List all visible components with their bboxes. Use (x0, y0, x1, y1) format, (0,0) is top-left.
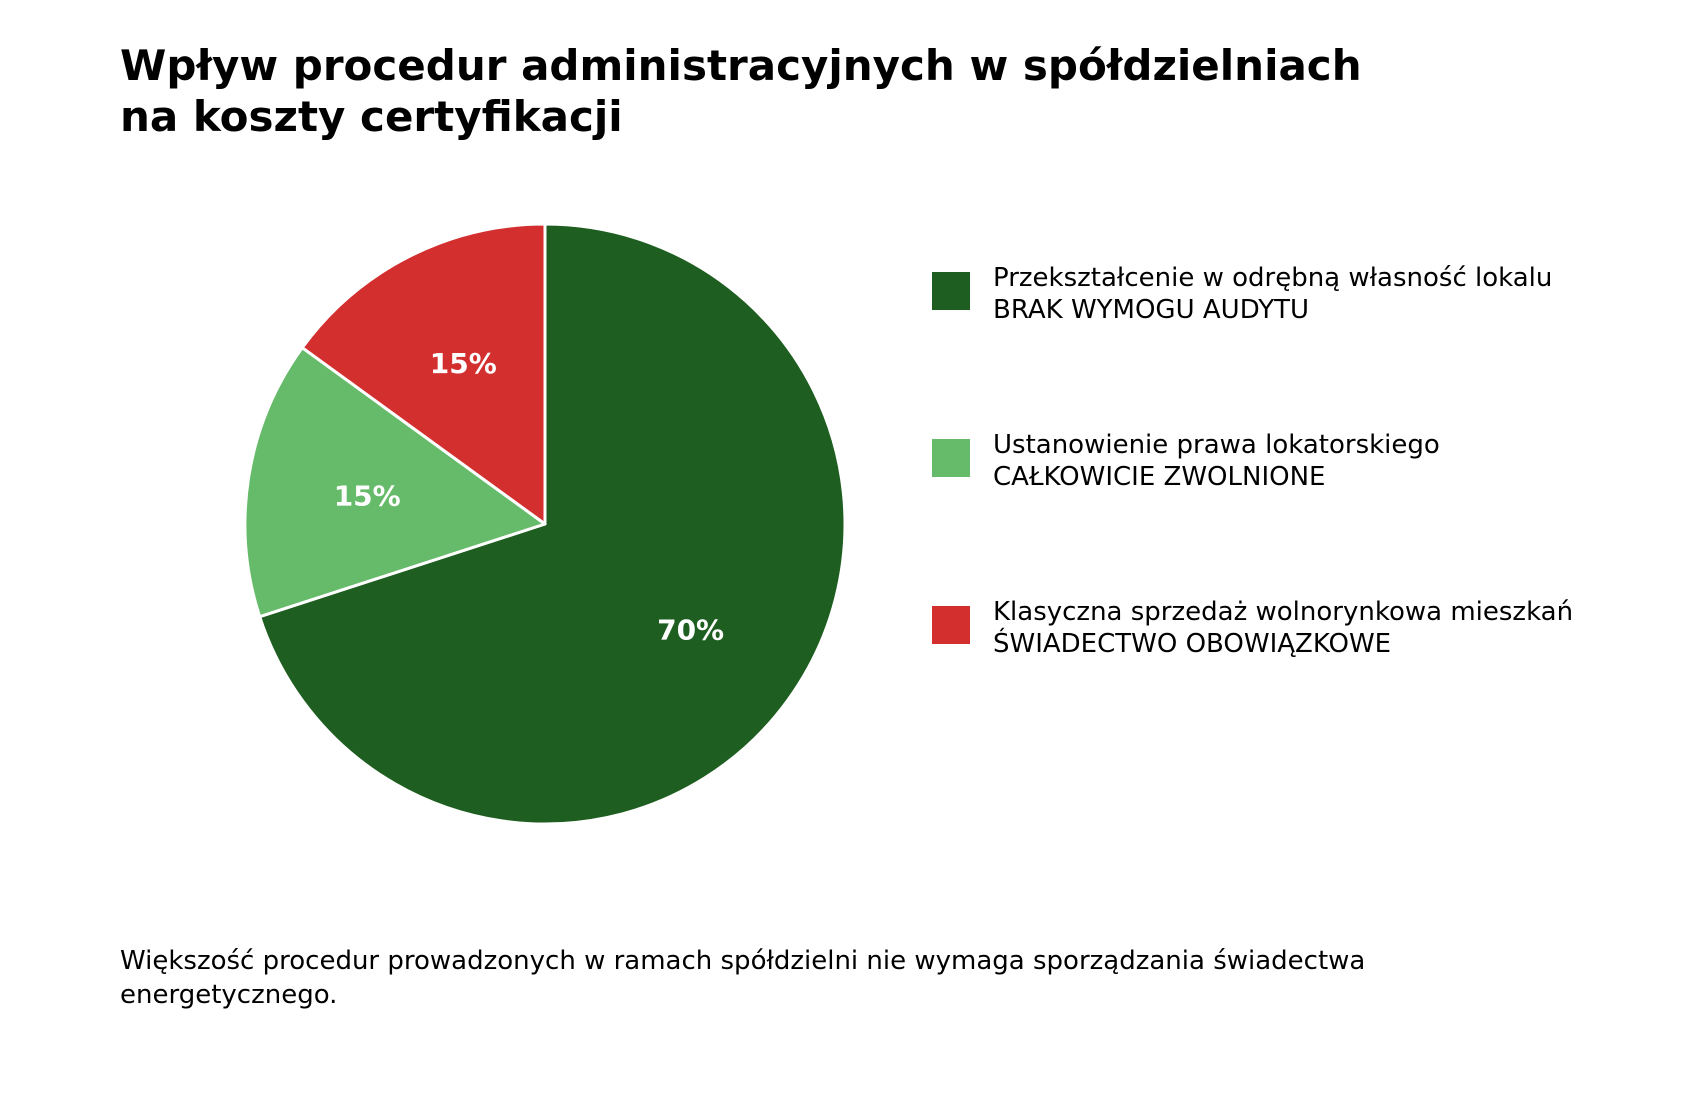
legend-item: Klasyczna sprzedaż wolnorynkowa mieszkań… (932, 596, 1652, 763)
chart-title: Wpływ procedur administracyjnych w spółd… (120, 40, 1520, 142)
legend-label: Przekształcenie w odrębną własność lokal… (993, 262, 1552, 326)
legend-label-line-1: Ustanowienie prawa lokatorskiego (993, 430, 1440, 460)
pie-slices (243, 222, 847, 826)
pie-slice-label-1: 70% (657, 613, 724, 646)
pie-labels: 70% 15% 15% (334, 347, 724, 646)
legend-item: Ustanowienie prawa lokatorskiego CAŁKOWI… (932, 429, 1652, 596)
pie-slice-label-3: 15% (430, 347, 497, 380)
pie-slice-1 (258, 222, 847, 826)
legend-item: Przekształcenie w odrębną własność lokal… (932, 262, 1652, 429)
legend-label: Ustanowienie prawa lokatorskiego CAŁKOWI… (993, 429, 1440, 493)
legend: Przekształcenie w odrębną własność lokal… (932, 262, 1652, 763)
chart-caption: Większość procedur prowadzonych w ramach… (120, 946, 1366, 1010)
legend-label-line-1: Przekształcenie w odrębną własność lokal… (993, 263, 1553, 293)
legend-label-line-1: Klasyczna sprzedaż wolnorynkowa mieszkań (993, 597, 1574, 627)
legend-swatch (932, 606, 970, 644)
pie-slice-2 (243, 346, 547, 619)
legend-swatch (932, 439, 970, 477)
legend-label-line-2: ŚWIADECTWO OBOWIĄZKOWE (993, 629, 1392, 659)
chart-title-line-1: Wpływ procedur administracyjnych w spółd… (120, 41, 1362, 90)
chart-title-line-2: na koszty certyfikacji (120, 92, 623, 141)
legend-label: Klasyczna sprzedaż wolnorynkowa mieszkań… (993, 596, 1573, 660)
legend-swatch (932, 272, 970, 310)
legend-label-line-2: CAŁKOWICIE ZWOLNIONE (993, 462, 1326, 492)
legend-label-line-2: BRAK WYMOGU AUDYTU (993, 295, 1310, 325)
pie-slice-3 (300, 222, 547, 526)
pie-slice-label-2: 15% (334, 479, 401, 512)
